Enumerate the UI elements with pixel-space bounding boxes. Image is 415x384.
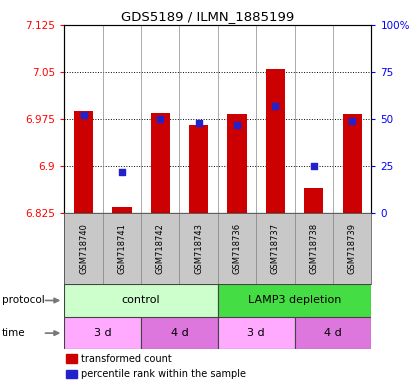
Bar	[227, 114, 247, 213]
Text: percentile rank within the sample: percentile rank within the sample	[81, 369, 246, 379]
Text: GSM718740: GSM718740	[79, 223, 88, 274]
Text: GSM718742: GSM718742	[156, 223, 165, 274]
Point	[119, 169, 125, 175]
Bar	[256, 213, 295, 284]
Text: GDS5189 / ILMN_1885199: GDS5189 / ILMN_1885199	[121, 10, 294, 23]
Bar	[304, 188, 323, 213]
Point	[80, 112, 87, 118]
Bar	[218, 317, 295, 349]
Text: GSM718737: GSM718737	[271, 223, 280, 274]
Bar	[343, 114, 362, 213]
Bar	[333, 213, 371, 284]
Bar	[218, 213, 256, 284]
Bar	[141, 213, 180, 284]
Text: 3 d: 3 d	[94, 328, 112, 338]
Bar	[112, 207, 132, 213]
Bar	[103, 213, 141, 284]
Text: 4 d: 4 d	[171, 328, 188, 338]
Bar	[295, 317, 371, 349]
Point	[272, 103, 279, 109]
Text: transformed count: transformed count	[81, 354, 172, 364]
Point	[157, 116, 164, 122]
Text: GSM718739: GSM718739	[348, 223, 357, 274]
Bar	[218, 284, 371, 317]
Text: control: control	[122, 295, 161, 306]
Bar	[141, 317, 218, 349]
Bar	[189, 125, 208, 213]
Bar	[64, 317, 141, 349]
Point	[234, 122, 240, 128]
Bar	[64, 284, 218, 317]
Bar	[66, 370, 77, 378]
Text: GSM718741: GSM718741	[117, 223, 127, 274]
Point	[310, 163, 317, 169]
Bar	[66, 354, 77, 363]
Text: GSM718743: GSM718743	[194, 223, 203, 274]
Bar	[295, 213, 333, 284]
Text: 3 d: 3 d	[247, 328, 265, 338]
Bar	[74, 111, 93, 213]
Text: 4 d: 4 d	[324, 328, 342, 338]
Text: LAMP3 depletion: LAMP3 depletion	[248, 295, 341, 306]
Bar	[266, 69, 285, 213]
Bar	[64, 213, 103, 284]
Text: protocol: protocol	[2, 295, 45, 306]
Bar	[151, 113, 170, 213]
Point	[195, 120, 202, 126]
Text: GSM718738: GSM718738	[309, 223, 318, 274]
Text: time: time	[2, 328, 26, 338]
Bar	[180, 213, 218, 284]
Point	[349, 118, 356, 124]
Text: GSM718736: GSM718736	[232, 223, 242, 274]
